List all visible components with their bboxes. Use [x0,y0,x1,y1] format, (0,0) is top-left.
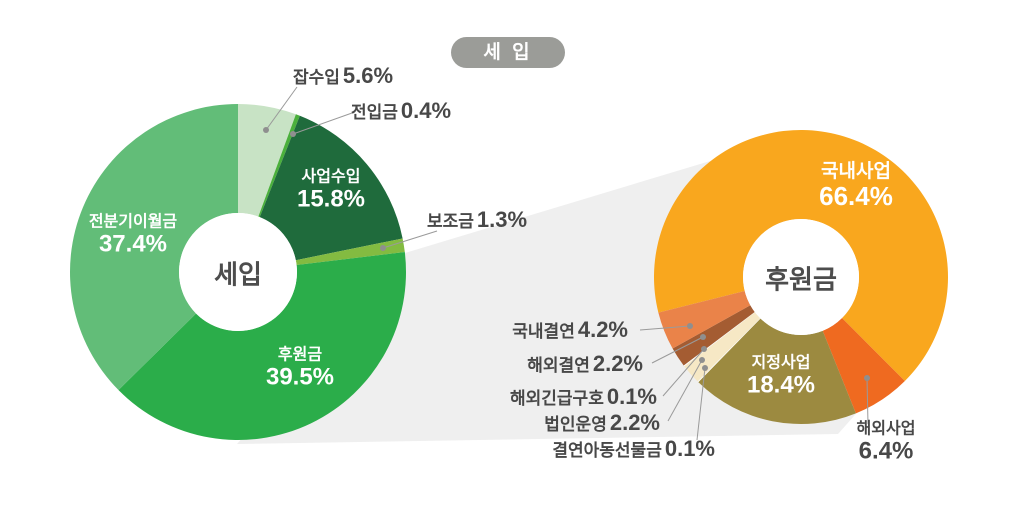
transfer-in-label: 전입금 0.4% [351,98,451,124]
segment-percent: 5.6% [342,63,394,88]
segment-name: 해외사업 [856,420,916,438]
donut-segment-1-5 [683,311,755,367]
callout-dots-left [263,127,386,251]
callout-line [662,348,705,397]
donut-segment-0-3 [295,238,405,265]
overseas-programs-label: 해외사업 6.4% [857,421,916,466]
business-income-label: 사업수입 15.8% [297,169,365,214]
segment-percent: 2.2% [609,410,660,435]
segment-name: 국내사업 [821,160,891,182]
segment-name: 사업수입 [301,168,361,186]
callout-dot [699,357,705,363]
segment-percent: 37.4% [98,230,168,258]
carryover-label: 전분기이월금 37.4% [89,214,177,259]
donation-donut [654,130,948,424]
segment-name: 결연아동선물금 [552,441,662,460]
donut-segment-1-0 [654,130,948,382]
segment-name: 후원금 [277,346,323,364]
callout-line [382,230,438,249]
segment-name: 보조금 [426,212,474,231]
callout-line [696,367,706,441]
segment-percent: 39.5% [265,363,335,391]
donut-segment-1-6 [672,305,755,366]
segment-percent: 6.4% [858,437,914,465]
callout-dot [263,127,269,133]
callout-dot [380,245,386,251]
donut-segment-0-4 [118,251,406,441]
callout-line [639,325,691,331]
callout-dot [700,334,706,340]
donut-segment-1-3 [697,318,761,383]
callout-dot [701,346,707,352]
revenue-donut [69,104,406,441]
callout-line [292,112,353,135]
designated-programs-label: 지정사업 18.4% [747,355,815,400]
segment-percent: 2.2% [592,351,643,376]
callout-dot [864,375,870,381]
segment-percent: 0.4% [400,98,452,123]
segment-name: 해외긴급구호 [510,389,604,408]
right-donut-center-label: 후원금 [765,264,837,295]
donut-segment-1-1 [822,318,905,414]
callout-line [866,377,869,425]
segment-percent: 15.8% [296,185,366,213]
donut-hole-0 [179,213,297,331]
title-badge: 세 입 [451,37,565,68]
callout-line [651,336,704,364]
donut-segment-0-2 [259,115,403,261]
overseas-sponsorship-label: 해외결연 2.2% [527,351,643,377]
segment-percent: 0.1% [664,436,715,461]
callout-dot [702,365,708,371]
overseas-relief-label: 해외긴급구호 0.1% [510,384,657,410]
donut-segment-0-1 [258,114,300,218]
callout-line [265,86,298,131]
callout-dot [687,323,693,329]
segment-percent: 1.3% [476,207,528,232]
segment-name: 국내결연 [512,322,575,341]
segment-percent: 66.4% [819,181,893,212]
segment-percent: 18.4% [746,371,816,399]
segment-percent: 0.1% [606,384,657,409]
callout-lines-right [639,325,869,441]
callout-line [667,359,703,422]
donation-slice-label: 후원금 39.5% [266,347,334,392]
segment-name: 법인운영 [544,415,607,434]
segment-name: 잡수입 [292,68,340,87]
segment-name: 지정사업 [751,354,811,372]
misc-income-label: 잡수입 5.6% [293,63,393,89]
donut-segment-1-4 [684,312,761,382]
subsidy-label: 보조금 1.3% [427,207,527,233]
donut-segment-1-2 [698,318,856,424]
segment-name: 전분기이월금 [88,213,178,231]
callout-dot [290,131,296,137]
donut-segment-1-7 [658,291,751,349]
corporate-operation-label: 법인운영 2.2% [544,410,660,436]
domestic-programs-label: 국내사업 66.4% [819,161,893,211]
donut-segment-0-0 [238,104,296,217]
callout-lines-left [265,86,438,249]
segment-percent: 4.2% [577,317,628,342]
donut-hole-1 [743,219,859,335]
child-gift-label: 결연아동선물금 0.1% [552,436,715,462]
callout-dots-right [687,323,870,381]
segment-name: 전입금 [350,103,398,122]
donut-segment-0-5 [69,104,238,391]
left-donut-center-label: 세입 [214,259,262,290]
segment-name: 해외결연 [527,356,590,375]
domestic-sponsorship-label: 국내결연 4.2% [512,317,628,343]
